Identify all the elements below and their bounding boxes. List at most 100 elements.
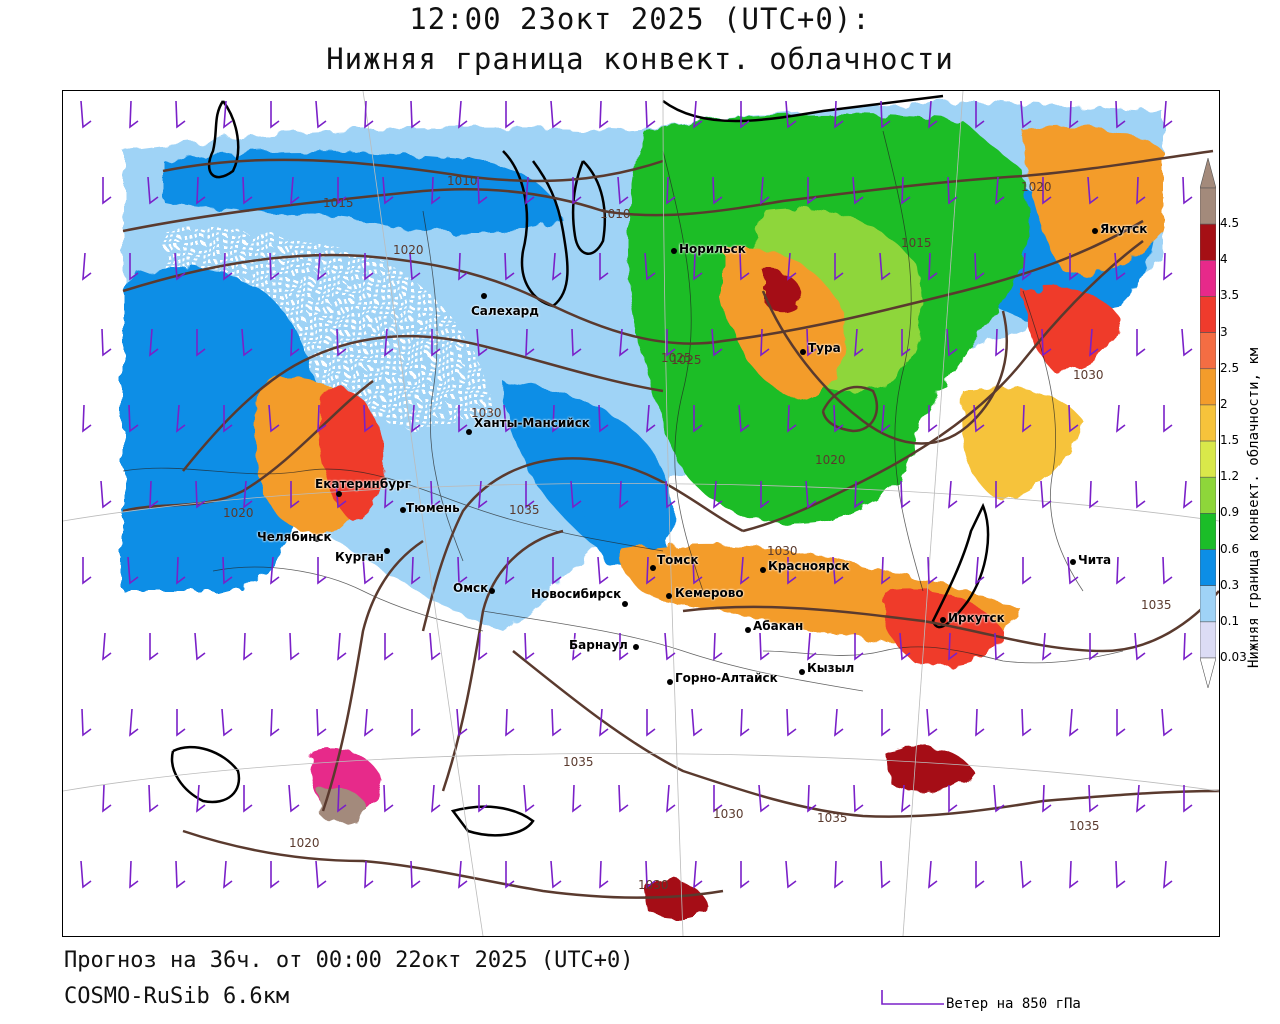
wind-barb-icon	[598, 404, 609, 433]
wind-barb-icon	[787, 557, 797, 585]
wind-barb-icon	[1087, 176, 1099, 205]
wind-barb-icon	[196, 176, 206, 205]
wind-barb-icon	[881, 404, 891, 433]
city-dot-kurgan	[384, 548, 390, 554]
wind-barb-icon	[1115, 100, 1126, 129]
wind-barb-icon	[290, 176, 300, 205]
city-label-omsk: Омск	[453, 581, 489, 595]
isobar-line	[162, 158, 664, 183]
wind-barb-icon	[834, 708, 844, 737]
colorbar-tick-label: 0.1	[1220, 613, 1240, 628]
city-dot-barnaul	[633, 644, 639, 650]
isobar-label: 1035	[509, 503, 540, 517]
wind-barb-icon	[337, 784, 347, 813]
cloud-area-blue-north	[163, 151, 563, 233]
wind-barb-icon	[1162, 556, 1173, 585]
wind-barb-icon	[363, 404, 374, 433]
cloud-area-red-east	[1023, 287, 1123, 371]
wind-barb-icon	[552, 557, 562, 585]
wind-barb-icon	[176, 556, 186, 585]
wind-barb-icon	[458, 860, 468, 889]
wind-barb-icon	[691, 708, 703, 737]
wind-barb-icon	[599, 253, 609, 281]
wind-barb-icon	[384, 480, 394, 509]
colorbar-tick-label: 0.9	[1220, 505, 1240, 520]
wind-barb-icon	[834, 860, 844, 889]
city-label-irkutsk: Иркутск	[948, 611, 1005, 625]
city-dot-tomsk	[650, 565, 656, 571]
cloud-area-red-caspian	[643, 877, 708, 919]
wind-barb-icon	[1041, 328, 1052, 357]
wind-barb-icon	[1089, 480, 1099, 509]
wind-barb-icon	[80, 100, 92, 129]
wind-barb-icon	[740, 556, 750, 585]
wind-barb-icon	[928, 100, 938, 129]
wind-barb-icon	[665, 480, 676, 509]
cloud-area-dark-red-norilsk	[763, 270, 803, 313]
admin-borders	[122, 130, 1124, 692]
wind-barb-icon	[571, 328, 582, 357]
wind-barb-icon	[693, 100, 703, 129]
wind-barb-icon	[1183, 480, 1193, 509]
cloud-area-red-ural	[318, 388, 385, 521]
wind-barb-icon	[664, 632, 676, 661]
colorbar-tick-label: 4	[1220, 252, 1228, 267]
wind-barb-icon	[599, 860, 609, 889]
wind-barb-icon	[570, 480, 582, 509]
colorbar-swatch	[1200, 513, 1216, 550]
coastline-gydan	[571, 160, 607, 255]
wind-barb-icon	[223, 252, 233, 281]
wind-barb-icon	[901, 329, 911, 357]
city-dot-abakan	[745, 627, 751, 633]
wind-barb-icon	[270, 101, 280, 129]
isobar-label: 1025	[661, 351, 692, 365]
wind-barb-icon	[223, 100, 233, 129]
wind-barb-icon	[175, 100, 186, 129]
wind-barb-icon	[852, 176, 864, 205]
colorbar-bottom-arrow	[1200, 657, 1216, 688]
isobar-label: 1035	[817, 811, 848, 825]
wind-barb-icon	[128, 404, 139, 433]
city-label-gorno-altaysk: Горно-Алтайск	[675, 671, 778, 685]
wind-barb-icon	[901, 176, 911, 205]
wind-barb-icon	[693, 405, 703, 433]
wind-barb-icon	[1069, 100, 1079, 129]
colorbar-swatch	[1200, 260, 1216, 297]
wind-barb-icon	[995, 176, 1005, 205]
wind-barb-icon	[550, 100, 562, 129]
wind-barb-icon	[646, 709, 656, 737]
wind-barb-icon	[946, 328, 958, 357]
wind-barb-icon	[176, 404, 186, 433]
wind-barb-icon	[290, 328, 300, 357]
wind-barb-icon	[666, 784, 676, 813]
wind-barb-icon	[337, 632, 347, 661]
wind-barb-icon	[1135, 480, 1146, 509]
wind-barb-icon	[504, 252, 515, 281]
wind-barb-icon	[1022, 252, 1032, 281]
wind-barb-icon	[222, 556, 233, 585]
forecast-info: Прогноз на 36ч. от 00:00 22окт 2025 (UTC…	[64, 948, 634, 973]
wind-barb-icon	[336, 328, 347, 357]
wind-barb-icon	[1042, 177, 1052, 205]
wind-barb-icon	[1069, 708, 1079, 737]
wind-barb-icon	[760, 328, 770, 357]
wind-barb-icon	[901, 784, 911, 813]
wind-barb-icon	[1183, 632, 1193, 661]
border-line	[422, 210, 464, 562]
wind-barb-icon	[410, 100, 421, 129]
city-label-norilsk: Норильск	[679, 242, 746, 256]
wind-barb-icon	[458, 252, 468, 281]
isobar-label: 1030	[471, 406, 502, 420]
wind-barb-icon	[760, 481, 770, 509]
colorbar-swatch	[1200, 549, 1216, 586]
wind-barb-icon	[1163, 405, 1173, 433]
wind-barb-icon	[1136, 784, 1146, 813]
wind-barb-icon	[505, 556, 515, 585]
coastline-taimyr	[662, 94, 944, 123]
wind-barb-icon	[176, 709, 186, 737]
isobar-label: 1035	[1069, 819, 1100, 833]
wind-barb-icon	[805, 480, 817, 509]
wind-barb-icon	[617, 176, 629, 205]
wind-barb-icon	[995, 481, 1005, 509]
wind-barb-icon	[738, 404, 750, 433]
